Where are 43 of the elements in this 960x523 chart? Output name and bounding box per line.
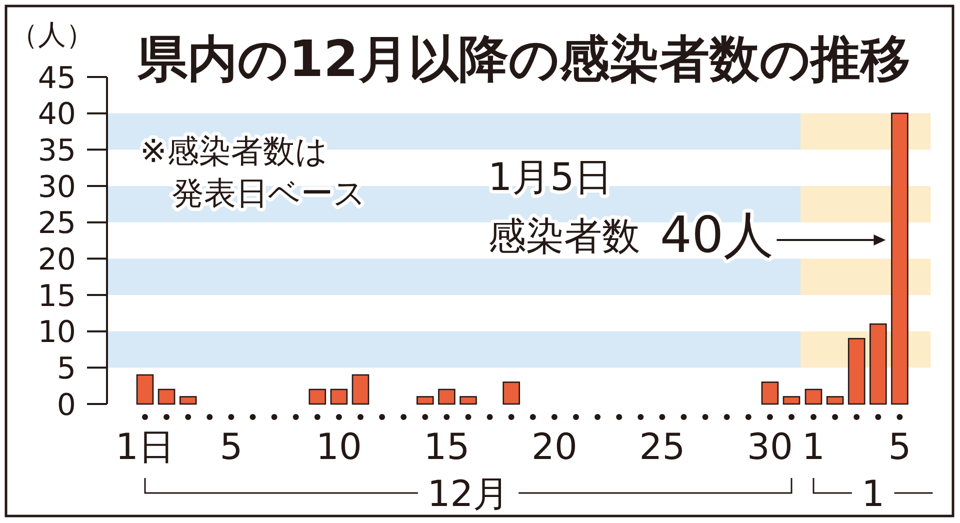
y-tick-label: 5 xyxy=(56,351,76,386)
x-axis-title: 1 xyxy=(862,474,885,515)
annotation: 1月5日感染者数 xyxy=(488,155,640,258)
bar xyxy=(136,374,154,405)
bar xyxy=(761,382,779,405)
x-tick-label: 1 xyxy=(802,427,825,468)
bar xyxy=(179,396,197,405)
y-tick-label: 20 xyxy=(38,242,76,278)
x-tick-label: 15 xyxy=(424,427,470,468)
x-tick-label: 1日 xyxy=(116,427,174,468)
bar xyxy=(502,382,520,405)
x-tick-label: 10 xyxy=(316,427,362,468)
y-tick-label: 0 xyxy=(56,388,76,423)
y-tick-label: 30 xyxy=(38,170,76,205)
y-tick-label: 15 xyxy=(38,278,76,314)
bar xyxy=(438,388,456,405)
annotation: ※感染者数は発表日ベース xyxy=(140,132,366,212)
bar xyxy=(352,374,370,405)
x-tick-label: 5 xyxy=(888,427,912,468)
bar xyxy=(158,388,176,405)
x-tick-label: 5 xyxy=(220,427,243,468)
bar xyxy=(891,112,908,405)
chart-title: 県内の12月以降の感染者数の推移 xyxy=(136,30,910,88)
bar xyxy=(782,396,800,405)
x-tick-label: 20 xyxy=(532,427,578,468)
y-tick-label: 45 xyxy=(38,60,76,96)
x-tick-label: 25 xyxy=(639,427,686,468)
x-axis-title: 12月 xyxy=(427,474,510,515)
bar xyxy=(416,396,434,405)
x-tick-label: 30 xyxy=(747,427,793,468)
y-tick-label: 35 xyxy=(38,133,76,168)
bar xyxy=(826,396,844,405)
bar xyxy=(804,388,822,405)
y-tick-label: 10 xyxy=(38,315,76,350)
bar xyxy=(308,388,326,405)
bar xyxy=(460,396,477,405)
annotation: 40人 xyxy=(660,206,774,264)
bar xyxy=(848,338,866,405)
bar xyxy=(870,323,887,405)
y-tick-label: 40 xyxy=(38,97,76,132)
y-axis-title: （人） xyxy=(10,18,94,51)
y-tick-label: 25 xyxy=(38,206,76,242)
bar xyxy=(330,388,348,405)
